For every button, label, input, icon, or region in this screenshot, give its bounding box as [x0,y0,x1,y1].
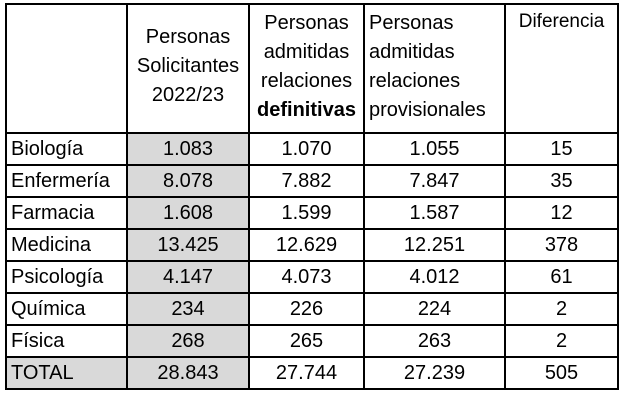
header-definitivas-line-2: admitidas [263,41,350,63]
row-name: Medicina [5,228,128,262]
table-row: Biología 1.083 1.070 1.055 15 [5,132,619,166]
cell-diferencia: 35 [504,164,619,198]
row-name: Farmacia [5,196,128,230]
cell-definitivas: 265 [248,324,365,358]
cell-diferencia: 12 [504,196,619,230]
row-name: Biología [5,132,128,166]
header-definitivas-line-1: Personas [264,12,349,34]
header-diferencia-line-1: Diferencia [518,11,605,32]
header-provisionales-line-4: provisionales [369,99,486,121]
cell-provisionales: 263 [363,324,506,358]
row-name: Química [5,292,128,326]
total-definitivas: 27.744 [248,356,365,390]
table-row: Física 268 265 263 2 [5,324,619,358]
header-provisionales: Personas admitidas relaciones provisiona… [363,3,506,134]
header-diferencia: Diferencia [504,3,619,134]
row-name: Enfermería [5,164,128,198]
header-empty-cell [5,3,128,134]
cell-solicitantes: 8.078 [126,164,250,198]
header-row: Personas Solicitantes 2022/23 Personas a… [5,3,619,134]
header-definitivas-bold-line: definitivas [257,99,356,121]
cell-provisionales: 4.012 [363,260,506,294]
cell-diferencia: 2 [504,324,619,358]
total-row: TOTAL 28.843 27.744 27.239 505 [5,356,619,390]
cell-solicitantes: 13.425 [126,228,250,262]
cell-solicitantes: 234 [126,292,250,326]
total-solicitantes: 28.843 [126,356,250,390]
header-provisionales-line-1: Personas [369,12,454,34]
header-definitivas: Personas admitidas relaciones definitiva… [248,3,365,134]
row-name: Psicología [5,260,128,294]
cell-definitivas: 226 [248,292,365,326]
cell-solicitantes: 268 [126,324,250,358]
header-definitivas-line-3: relaciones [260,70,353,92]
total-diferencia: 505 [504,356,619,390]
cell-provisionales: 12.251 [363,228,506,262]
header-solicitantes-line-3: 2022/23 [151,84,225,106]
total-provisionales: 27.239 [363,356,506,390]
cell-definitivas: 4.073 [248,260,365,294]
cell-provisionales: 7.847 [363,164,506,198]
cell-diferencia: 378 [504,228,619,262]
header-solicitantes: Personas Solicitantes 2022/23 [126,3,250,134]
header-provisionales-line-2: admitidas [369,41,455,63]
table-row: Medicina 13.425 12.629 12.251 378 [5,228,619,262]
cell-solicitantes: 4.147 [126,260,250,294]
header-solicitantes-line-1: Personas [145,26,231,48]
cell-definitivas: 7.882 [248,164,365,198]
table-row: Enfermería 8.078 7.882 7.847 35 [5,164,619,198]
table-row: Química 234 226 224 2 [5,292,619,326]
cell-definitivas: 1.070 [248,132,365,166]
cell-solicitantes: 1.083 [126,132,250,166]
row-name: Física [5,324,128,358]
cell-definitivas: 12.629 [248,228,365,262]
header-provisionales-line-3: relaciones [369,70,461,92]
header-solicitantes-line-2: Solicitantes [136,55,240,77]
cell-diferencia: 61 [504,260,619,294]
cell-provisionales: 1.587 [363,196,506,230]
cell-solicitantes: 1.608 [126,196,250,230]
cell-provisionales: 224 [363,292,506,326]
cell-definitivas: 1.599 [248,196,365,230]
admissions-table: Personas Solicitantes 2022/23 Personas a… [5,3,619,390]
cell-diferencia: 2 [504,292,619,326]
total-label: TOTAL [5,356,128,390]
table-row: Psicología 4.147 4.073 4.012 61 [5,260,619,294]
cell-diferencia: 15 [504,132,619,166]
cell-provisionales: 1.055 [363,132,506,166]
table-row: Farmacia 1.608 1.599 1.587 12 [5,196,619,230]
